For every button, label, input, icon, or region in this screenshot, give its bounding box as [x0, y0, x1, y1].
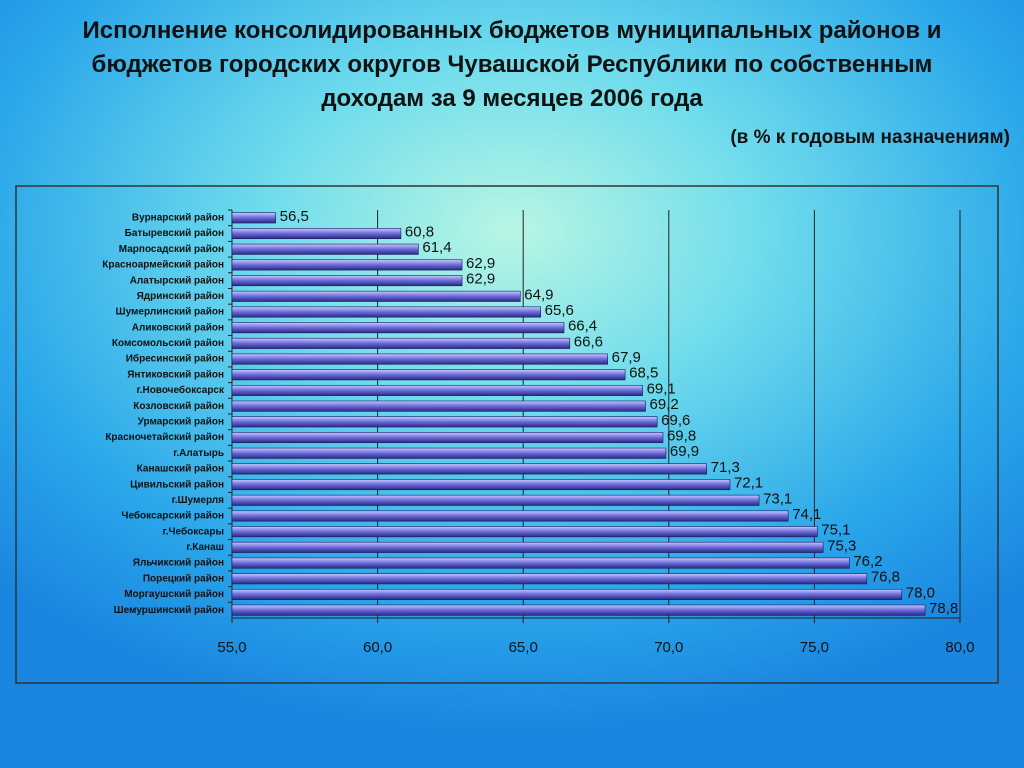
bar: [231, 353, 608, 365]
bar: [231, 573, 868, 585]
bar: [231, 447, 667, 459]
value-label: 66,4: [568, 318, 597, 335]
bar: [231, 384, 643, 396]
bar: [231, 337, 571, 349]
value-label: 76,8: [871, 569, 900, 586]
value-label: 71,3: [711, 459, 740, 476]
x-tick-label: 70,0: [654, 639, 683, 656]
bar: [231, 290, 521, 302]
x-tick-label: 80,0: [945, 639, 974, 656]
y-tick-label: Ядринский район: [137, 291, 224, 302]
value-label: 64,9: [524, 286, 553, 303]
y-tick-label: Козловский район: [133, 401, 224, 412]
x-tick-label: 55,0: [217, 639, 246, 656]
bar: [231, 494, 760, 506]
chart-title: Исполнение консолидированных бюджетов му…: [82, 17, 942, 112]
bar: [231, 369, 626, 381]
y-tick-label: Алатырский район: [130, 275, 224, 286]
value-label: 68,5: [629, 365, 658, 382]
x-tick-label: 65,0: [509, 639, 538, 656]
y-tick-label: Цивильский район: [130, 479, 224, 490]
value-label: 56,5: [280, 208, 309, 225]
y-tick-label: Порецкий район: [143, 573, 224, 584]
y-tick-label: г.Новочебоксарск: [137, 384, 225, 396]
value-label: 69,1: [647, 380, 676, 397]
value-label: 69,6: [661, 412, 690, 429]
bar: [231, 541, 824, 553]
value-label: 78,8: [929, 600, 958, 617]
y-tick-label: г.Чебоксары: [163, 525, 224, 537]
y-tick-label: Янтиковский район: [127, 369, 224, 380]
y-tick-label: г.Шумерля: [172, 495, 225, 506]
bar: [231, 557, 850, 569]
bar: [231, 416, 658, 428]
bar: [231, 212, 276, 224]
y-tick-label: Комсомольский район: [112, 338, 224, 349]
chart-subtitle: (в % к годовым назначениям): [730, 127, 1010, 148]
value-label: 66,6: [574, 333, 603, 350]
y-tick-label: Яльчикский район: [133, 558, 224, 569]
y-tick-label: Ибресинский район: [126, 353, 224, 365]
y-tick-label: Шемуршинский район: [114, 605, 224, 616]
value-label: 75,1: [821, 522, 850, 539]
bar: [231, 479, 731, 491]
y-tick-label: Марпосадский район: [119, 244, 224, 255]
bar: [231, 588, 903, 600]
value-label: 69,9: [670, 443, 699, 460]
bar: [231, 463, 707, 475]
bar: [231, 259, 463, 271]
bar: [231, 526, 818, 538]
value-label: 69,2: [650, 396, 679, 413]
x-tick-label: 60,0: [363, 639, 392, 656]
value-label: 69,8: [667, 428, 696, 445]
y-tick-label: Красноармейский район: [102, 260, 224, 271]
value-label: 73,1: [763, 490, 792, 507]
value-label: 60,8: [405, 224, 434, 241]
x-tick-label: 75,0: [800, 639, 829, 656]
bar: [231, 306, 541, 318]
y-tick-label: Вурнарский район: [132, 212, 224, 223]
y-tick-label: Канашский район: [137, 464, 224, 475]
y-tick-label: Красночетайский район: [105, 432, 224, 443]
value-label: 74,1: [792, 506, 821, 523]
bar: [231, 604, 926, 616]
bar: [231, 228, 402, 240]
value-label: 72,1: [734, 475, 763, 492]
value-label: 65,6: [545, 302, 574, 319]
y-tick-label: г.Канаш: [186, 542, 224, 553]
bar: [231, 243, 419, 255]
y-tick-label: Моргаушский район: [124, 589, 224, 600]
value-label: 62,9: [466, 255, 495, 272]
chart-frame: [15, 185, 999, 684]
y-tick-label: Чебоксарский район: [121, 510, 224, 522]
value-label: 61,4: [422, 239, 451, 256]
bar: [231, 432, 664, 444]
y-tick-label: Урмарский район: [138, 416, 224, 427]
value-label: 76,2: [853, 553, 882, 570]
value-label: 62,9: [466, 271, 495, 288]
value-label: 78,0: [906, 584, 935, 601]
y-tick-label: Аликовский район: [132, 322, 224, 333]
bar: [231, 510, 789, 522]
value-label: 67,9: [612, 349, 641, 366]
bar: [231, 400, 646, 412]
y-tick-label: Батыревский район: [125, 228, 224, 239]
bar: [231, 322, 565, 334]
y-tick-label: Шумерлинский район: [116, 307, 224, 318]
value-label: 75,3: [827, 537, 856, 554]
bar: [231, 275, 463, 287]
y-tick-label: г.Алатырь: [173, 448, 224, 459]
